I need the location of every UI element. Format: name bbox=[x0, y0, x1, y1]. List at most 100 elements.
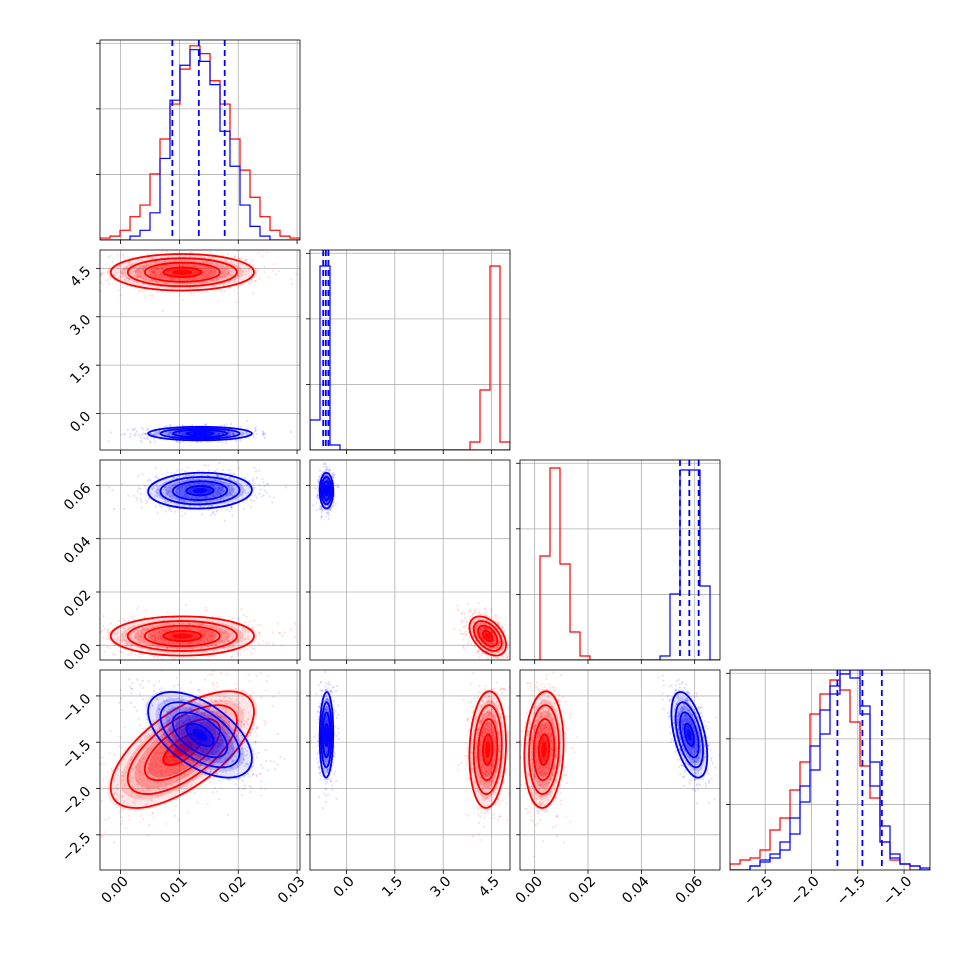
sample-point bbox=[120, 269, 123, 272]
sample-point bbox=[95, 631, 97, 633]
sample-point bbox=[151, 280, 154, 283]
sample-point bbox=[175, 641, 179, 644]
sample-point bbox=[478, 610, 481, 614]
sample-point bbox=[199, 756, 202, 759]
sample-point bbox=[212, 256, 215, 259]
sample-point bbox=[90, 827, 92, 829]
sample-point bbox=[482, 628, 485, 631]
sample-point bbox=[167, 651, 170, 654]
sample-point bbox=[191, 496, 194, 499]
sample-point bbox=[492, 639, 495, 642]
sample-point bbox=[180, 485, 183, 488]
sample-point bbox=[215, 431, 218, 434]
sample-point bbox=[263, 719, 266, 722]
sample-point bbox=[180, 432, 183, 436]
sample-point bbox=[200, 274, 203, 277]
sample-point bbox=[276, 622, 279, 625]
sample-point bbox=[158, 631, 161, 635]
sample-point bbox=[138, 641, 141, 644]
sample-point bbox=[132, 428, 135, 432]
sample-point bbox=[326, 478, 329, 481]
sample-point bbox=[211, 511, 215, 515]
sample-point bbox=[170, 472, 173, 475]
sample-point bbox=[145, 437, 148, 440]
sample-point bbox=[142, 626, 145, 629]
sample-point bbox=[167, 431, 170, 435]
sample-point bbox=[146, 427, 150, 430]
sample-point bbox=[206, 640, 209, 643]
sample-point bbox=[175, 771, 178, 774]
sample-point bbox=[316, 494, 319, 497]
sample-point bbox=[232, 433, 235, 436]
sample-point bbox=[133, 653, 137, 656]
sample-point bbox=[325, 473, 328, 476]
sample-point bbox=[222, 631, 225, 634]
sample-point bbox=[152, 630, 156, 633]
sample-point bbox=[169, 495, 172, 498]
sample-point bbox=[251, 627, 254, 630]
sample-point bbox=[246, 635, 249, 639]
sample-point bbox=[248, 738, 252, 741]
sample-point bbox=[120, 271, 123, 274]
sample-point bbox=[153, 495, 156, 498]
sample-point bbox=[155, 266, 158, 270]
sample-point bbox=[127, 494, 130, 497]
sample-point bbox=[203, 495, 207, 498]
sample-point bbox=[195, 287, 198, 290]
sample-point bbox=[155, 749, 158, 752]
panel-frame bbox=[309, 249, 511, 451]
sample-point bbox=[155, 286, 158, 289]
y-tick-label: 1.5 bbox=[67, 360, 94, 387]
contour-line bbox=[143, 261, 221, 283]
sample-point bbox=[273, 262, 276, 266]
sample-point bbox=[160, 745, 163, 748]
sample-point bbox=[209, 250, 212, 254]
sample-point bbox=[157, 785, 160, 789]
sample-point bbox=[226, 485, 230, 488]
sample-point bbox=[317, 497, 320, 500]
sample-point bbox=[23, 266, 25, 268]
sample-point bbox=[88, 265, 90, 267]
sample-point bbox=[129, 436, 132, 439]
sample-point bbox=[155, 483, 158, 486]
sample-point bbox=[211, 494, 214, 497]
y-tick-label: 0.02 bbox=[61, 587, 94, 620]
sample-point bbox=[495, 614, 498, 617]
sample-point bbox=[221, 432, 225, 435]
y-tick-label: 0.00 bbox=[61, 640, 94, 673]
sample-point bbox=[246, 432, 250, 436]
sample-point bbox=[186, 263, 189, 266]
sample-point bbox=[483, 639, 486, 642]
sample-point bbox=[325, 483, 328, 486]
sample-point bbox=[163, 639, 166, 642]
sample-point bbox=[159, 772, 163, 775]
sample-point bbox=[128, 814, 131, 817]
sample-point bbox=[479, 629, 483, 632]
sample-point bbox=[482, 626, 485, 630]
sample-point bbox=[206, 496, 209, 499]
sample-point bbox=[177, 621, 180, 624]
sample-point bbox=[154, 475, 157, 479]
sample-point bbox=[140, 506, 143, 509]
sample-point bbox=[328, 469, 331, 472]
sample-point bbox=[182, 767, 186, 770]
sample-point bbox=[326, 500, 329, 503]
sample-point bbox=[217, 431, 220, 434]
sample-point bbox=[189, 478, 192, 482]
sample-point bbox=[187, 483, 190, 486]
sample-point bbox=[253, 647, 256, 651]
sample-point bbox=[178, 264, 182, 268]
sample-point bbox=[198, 641, 201, 645]
sample-point bbox=[187, 621, 191, 624]
sample-point bbox=[240, 493, 244, 497]
sample-point bbox=[179, 279, 182, 282]
sample-point bbox=[158, 429, 161, 433]
sample-point bbox=[176, 487, 179, 490]
sample-point bbox=[211, 681, 214, 685]
sample-point bbox=[129, 634, 133, 637]
sample-point bbox=[479, 622, 482, 625]
sample-point bbox=[131, 617, 134, 621]
sample-point bbox=[210, 483, 214, 486]
sample-point bbox=[325, 501, 328, 504]
sample-point bbox=[157, 637, 160, 640]
